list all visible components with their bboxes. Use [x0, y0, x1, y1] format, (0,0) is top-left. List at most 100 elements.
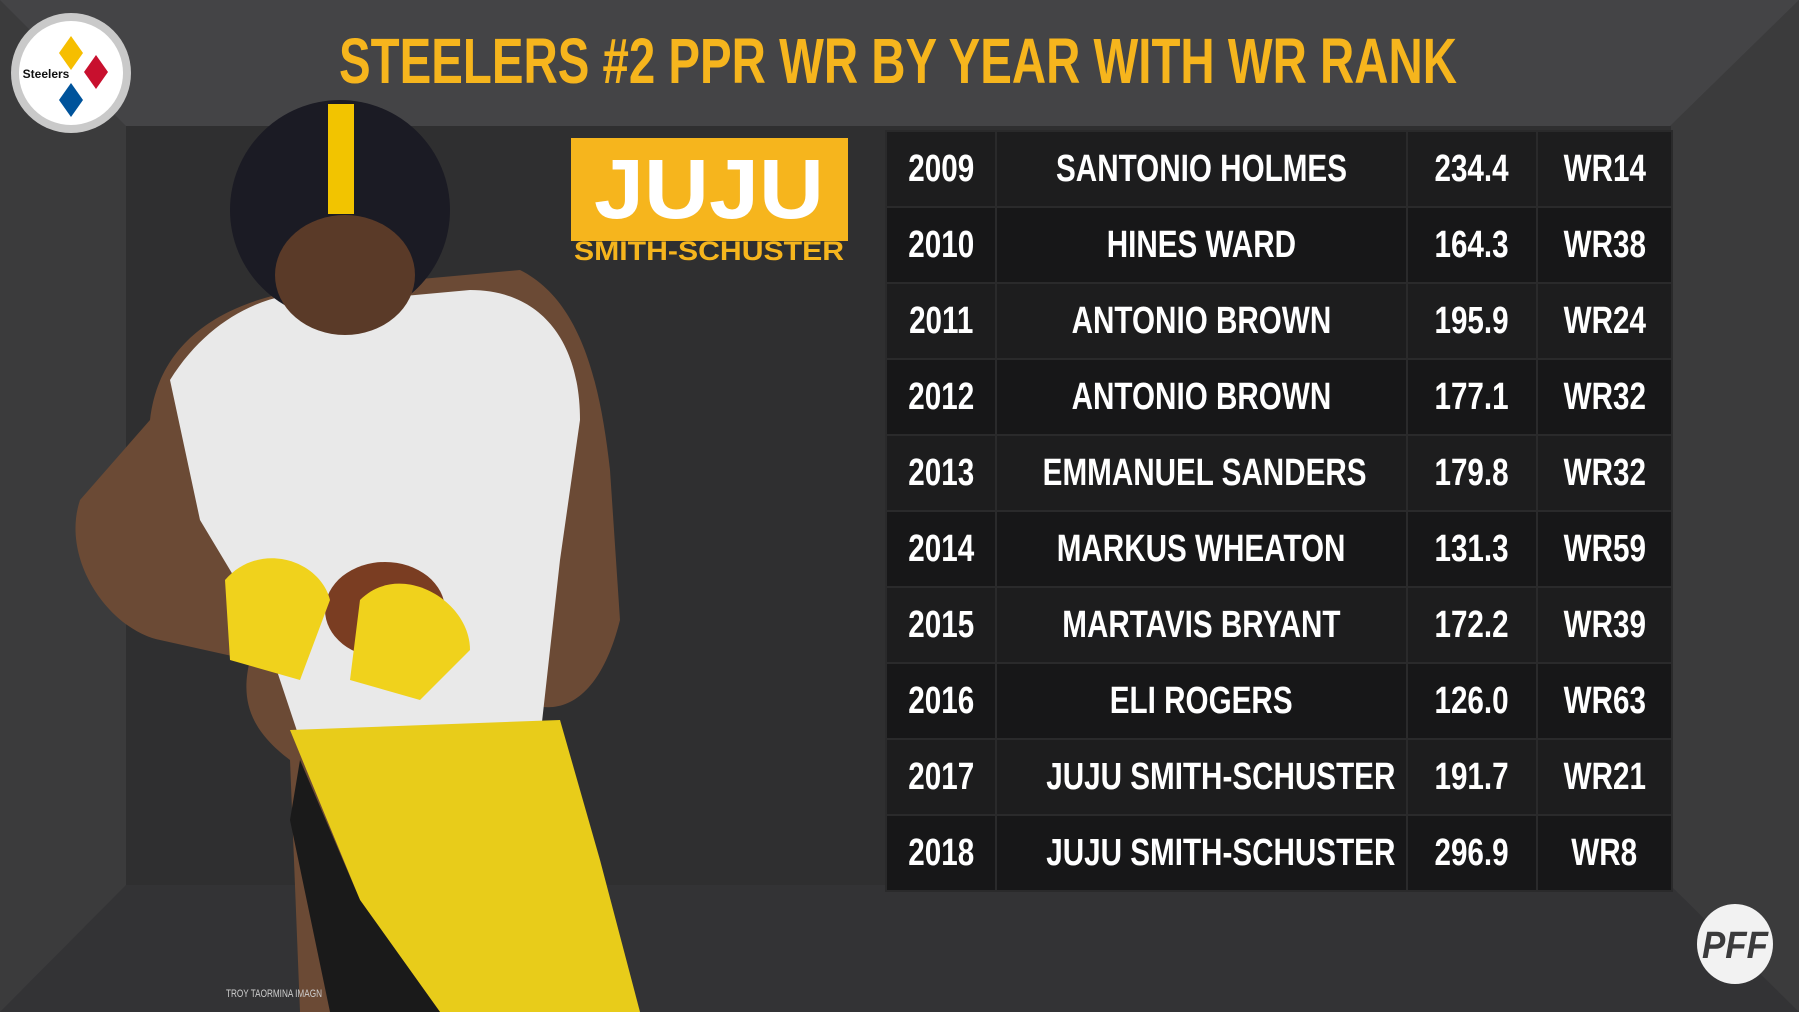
badge-first: JUJU	[594, 142, 824, 236]
points-cell: 131.3	[1406, 510, 1538, 588]
player: EMMANUEL SANDERS	[1042, 451, 1367, 494]
points: 164.3	[1434, 223, 1510, 266]
rank-cell: WR63	[1536, 662, 1673, 740]
table-row: 2017 JUJU SMITH-SCHUSTER 191.7 WR21	[885, 738, 1673, 816]
player: SANTONIO HOLMES	[1056, 147, 1347, 190]
bevel-top	[0, 0, 1799, 126]
points: 172.2	[1434, 603, 1510, 646]
player-cell: MARTAVIS BRYANT	[995, 586, 1408, 664]
player: ANTONIO BROWN	[1071, 375, 1332, 418]
year: 2011	[908, 299, 974, 342]
brand-logo: PFF	[1697, 904, 1773, 984]
rank: WR63	[1563, 679, 1646, 722]
year: 2013	[908, 451, 974, 494]
player: JUJU SMITH-SCHUSTER	[1046, 755, 1396, 798]
title: STEELERS #2 PPR WR BY YEAR WITH WR RANK	[339, 25, 1457, 97]
year-cell: 2012	[885, 358, 997, 436]
player-cell: ANTONIO BROWN	[995, 282, 1408, 360]
points-cell: 126.0	[1406, 662, 1538, 740]
year-cell: 2013	[885, 434, 997, 512]
year: 2017	[908, 755, 974, 798]
brand-text: PFF	[1702, 925, 1770, 967]
points-cell: 296.9	[1406, 814, 1538, 892]
rank: WR39	[1563, 603, 1646, 646]
rank-cell: WR21	[1536, 738, 1673, 816]
player-cell: JUJU SMITH-SCHUSTER	[995, 738, 1408, 816]
points: 195.9	[1434, 299, 1510, 342]
year: 2018	[908, 831, 974, 874]
player: ELI ROGERS	[1110, 679, 1293, 722]
player-cell: ANTONIO BROWN	[995, 358, 1408, 436]
rank-cell: WR59	[1536, 510, 1673, 588]
year: 2012	[908, 375, 974, 418]
rank: WR32	[1563, 451, 1646, 494]
rank: WR59	[1563, 527, 1646, 570]
rank-cell: WR24	[1536, 282, 1673, 360]
points: 131.3	[1434, 527, 1510, 570]
points-cell: 172.2	[1406, 586, 1538, 664]
points-cell: 191.7	[1406, 738, 1538, 816]
points-cell: 195.9	[1406, 282, 1538, 360]
rank-cell: WR8	[1536, 814, 1673, 892]
points-cell: 164.3	[1406, 206, 1538, 284]
player: MARTAVIS BRYANT	[1062, 603, 1341, 646]
rank: WR14	[1563, 147, 1646, 190]
rank: WR21	[1563, 755, 1646, 798]
team-logo: Steelers	[11, 13, 131, 133]
year-cell: 2010	[885, 206, 997, 284]
points: 296.9	[1434, 831, 1510, 874]
player: HINES WARD	[1106, 223, 1297, 266]
badge-last: SMITH-SCHUSTER	[574, 236, 844, 266]
rank-cell: WR32	[1536, 434, 1673, 512]
year-cell: 2011	[885, 282, 997, 360]
points: 179.8	[1434, 451, 1510, 494]
year: 2010	[908, 223, 974, 266]
badge	[571, 138, 848, 241]
player-photo	[75, 100, 640, 1012]
player-cell: MARKUS WHEATON	[995, 510, 1408, 588]
table-row: 2011 ANTONIO BROWN 195.9 WR24	[885, 282, 1673, 360]
logo-text: Steelers	[23, 67, 70, 81]
table-row: 2014 MARKUS WHEATON 131.3 WR59	[885, 510, 1673, 588]
year-cell: 2018	[885, 814, 997, 892]
player-cell: EMMANUEL SANDERS	[995, 434, 1408, 512]
year: 2009	[908, 147, 974, 190]
rank-cell: WR39	[1536, 586, 1673, 664]
player: ANTONIO BROWN	[1071, 299, 1332, 342]
rank: WR38	[1563, 223, 1646, 266]
rank: WR8	[1571, 831, 1638, 874]
table-row: 2018 JUJU SMITH-SCHUSTER 296.9 WR8	[885, 814, 1673, 892]
points-cell: 179.8	[1406, 434, 1538, 512]
rank-cell: WR32	[1536, 358, 1673, 436]
year: 2014	[908, 527, 974, 570]
table-row: 2013 EMMANUEL SANDERS 179.8 WR32	[885, 434, 1673, 512]
year-cell: 2016	[885, 662, 997, 740]
photo-credit: TROY TAORMINA IMAGN	[226, 988, 322, 1000]
table-row: 2015 MARTAVIS BRYANT 172.2 WR39	[885, 586, 1673, 664]
player-cell: HINES WARD	[995, 206, 1408, 284]
wr-table: 2009 SANTONIO HOLMES 234.4 WR14 2010 HINES WA…	[885, 130, 1673, 892]
year: 2016	[908, 679, 974, 722]
points: 191.7	[1434, 755, 1510, 798]
player: JUJU SMITH-SCHUSTER	[1046, 831, 1396, 874]
points-cell: 234.4	[1406, 130, 1538, 208]
year-cell: 2014	[885, 510, 997, 588]
player-cell: SANTONIO HOLMES	[995, 130, 1408, 208]
player: MARKUS WHEATON	[1057, 527, 1346, 570]
table-row: 2012 ANTONIO BROWN 177.1 WR32	[885, 358, 1673, 436]
table-row: 2016 ELI ROGERS 126.0 WR63	[885, 662, 1673, 740]
rank: WR32	[1563, 375, 1646, 418]
points: 177.1	[1434, 375, 1510, 418]
points-cell: 177.1	[1406, 358, 1538, 436]
rank-cell: WR14	[1536, 130, 1673, 208]
rank: WR24	[1563, 299, 1646, 342]
player-cell: ELI ROGERS	[995, 662, 1408, 740]
year-cell: 2017	[885, 738, 997, 816]
points: 234.4	[1434, 147, 1510, 190]
points: 126.0	[1434, 679, 1510, 722]
table-row: 2009 SANTONIO HOLMES 234.4 WR14	[885, 130, 1673, 208]
year-cell: 2015	[885, 586, 997, 664]
player-cell: JUJU SMITH-SCHUSTER	[995, 814, 1408, 892]
year-cell: 2009	[885, 130, 997, 208]
